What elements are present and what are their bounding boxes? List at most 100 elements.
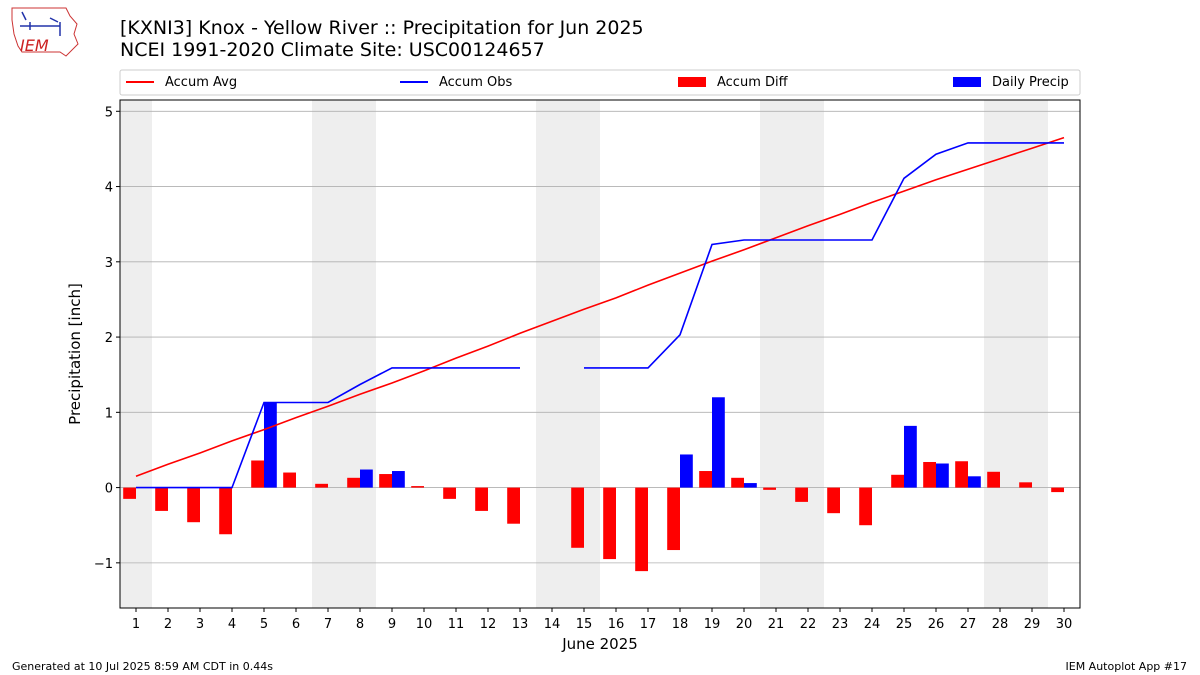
logo-text: IEM: [20, 36, 49, 55]
x-tick-label: 17: [640, 617, 657, 632]
weather-station-icon: [20, 11, 61, 36]
y-tick-label: 4: [105, 181, 113, 196]
plot-frame: [119, 99, 1081, 609]
accum-diff-bar: [411, 486, 424, 488]
y-tick-label: 3: [105, 256, 113, 271]
weekend-band-1: [120, 100, 152, 608]
x-tick-label: 26: [928, 617, 945, 632]
x-tick-label: 7: [324, 617, 332, 632]
accum-diff-bar: [635, 487, 648, 572]
accum-diff-bar: [475, 487, 488, 511]
accum-diff-bar: [699, 471, 712, 488]
daily-precip-bar: [680, 454, 693, 488]
daily-precip-bar: [712, 397, 725, 488]
x-tick-label: 10: [416, 617, 433, 632]
legend-label-1: Accum Avg: [165, 75, 237, 90]
x-tick-label: 24: [864, 617, 881, 632]
accum-obs-line: [136, 367, 520, 489]
daily-precip-bar: [904, 425, 917, 488]
chart-title: [KXNI3] Knox - Yellow River :: Precipita…: [120, 17, 644, 61]
legend-label-2: Accum Obs: [439, 75, 512, 90]
accum-diff-bar: [859, 487, 872, 526]
x-axis: 1 2 3 4 5 6 7 8 9 10 11 12 13 14 15 16 17 18 19 20 21 22 23 24 2…: [132, 608, 1072, 632]
accum-diff-bar: [763, 487, 776, 490]
x-tick-label: 12: [480, 617, 497, 632]
accum-diff-bar: [1051, 487, 1064, 493]
accum-diff-bar: [219, 487, 232, 535]
x-tick-label: 3: [196, 617, 204, 632]
x-tick-label: 4: [228, 617, 236, 632]
accum-diff-bar: [955, 461, 968, 488]
accum-diff-bar: [795, 487, 808, 502]
accum-diff-bar: [251, 460, 264, 488]
legend-swatch-3: [678, 77, 706, 87]
x-tick-label: 2: [164, 617, 172, 632]
accum-diff-bar: [315, 483, 328, 488]
gridlines: [120, 110, 1080, 564]
accum-diff-bar: [1019, 482, 1032, 488]
weekend-band-3: [536, 100, 600, 608]
daily-precip-bar: [392, 471, 405, 488]
x-tick-label: 22: [800, 617, 817, 632]
accum-diff-bar: [667, 487, 680, 551]
accum-diff-bar: [123, 487, 136, 499]
y-axis: −1 0 1 2 3 4 5: [94, 105, 120, 572]
weekend-band-5: [984, 100, 1048, 608]
x-tick-label: 15: [576, 617, 593, 632]
accum-diff-bar: [571, 487, 584, 548]
legend-label-4: Daily Precip: [992, 75, 1069, 90]
accum-diff-bar: [347, 477, 360, 488]
accum-diff-bar: [379, 474, 392, 488]
legend: Accum Avg Accum Obs Accum Diff Daily Precip: [119, 69, 1081, 96]
accum-diff-bar: [507, 487, 520, 524]
x-tick-label: 6: [292, 617, 300, 632]
daily-precip-bar: [936, 463, 949, 488]
y-tick-label: −1: [94, 557, 113, 572]
footer-generated: Generated at 10 Jul 2025 8:59 AM CDT in …: [12, 660, 273, 673]
x-tick-label: 13: [512, 617, 529, 632]
accum-diff-bar: [827, 487, 840, 514]
accum-diff-bar: [923, 461, 936, 488]
accum-diff-bar: [891, 474, 904, 488]
legend-swatch-4: [953, 77, 981, 87]
x-tick-label: 27: [960, 617, 977, 632]
chart-title-line2: NCEI 1991-2020 Climate Site: USC00124657: [120, 39, 545, 61]
x-tick-label: 14: [544, 617, 561, 632]
x-tick-label: 23: [832, 617, 849, 632]
x-tick-label: 29: [1024, 617, 1041, 632]
y-axis-label: Precipitation [inch]: [66, 283, 84, 425]
x-tick-label: 9: [388, 617, 396, 632]
x-tick-label: 19: [704, 617, 721, 632]
accum-diff-bar: [731, 477, 744, 488]
weekend-shading: [120, 100, 1048, 608]
x-tick-label: 16: [608, 617, 625, 632]
x-tick-label: 5: [260, 617, 268, 632]
daily-precip-bar: [264, 402, 277, 488]
y-tick-label: 5: [105, 105, 113, 120]
x-tick-label: 11: [448, 617, 465, 632]
x-tick-label: 25: [896, 617, 913, 632]
x-tick-label: 21: [768, 617, 785, 632]
bars: [123, 397, 1064, 572]
legend-box: [119, 69, 1081, 96]
footer-app: IEM Autoplot App #17: [1065, 660, 1188, 673]
accum-diff-bar: [187, 487, 200, 523]
daily-precip-bar: [744, 483, 757, 488]
accum-diff-bar: [603, 487, 616, 560]
chart-title-line1: [KXNI3] Knox - Yellow River :: Precipita…: [120, 17, 644, 39]
y-tick-label: 2: [105, 331, 113, 346]
accum-obs-line: [584, 142, 1064, 369]
accum-diff-bar: [987, 471, 1000, 488]
daily-precip-bar: [968, 476, 981, 488]
x-tick-label: 1: [132, 617, 140, 632]
y-tick-label: 0: [105, 482, 113, 497]
x-tick-label: 30: [1056, 617, 1073, 632]
x-tick-label: 20: [736, 617, 753, 632]
iowa-outline-icon: [11, 7, 79, 57]
x-tick-label: 28: [992, 617, 1009, 632]
accum-diff-bar: [443, 487, 456, 499]
x-tick-label: 8: [356, 617, 364, 632]
x-axis-label: June 2025: [561, 635, 638, 653]
daily-precip-bar: [360, 469, 373, 488]
